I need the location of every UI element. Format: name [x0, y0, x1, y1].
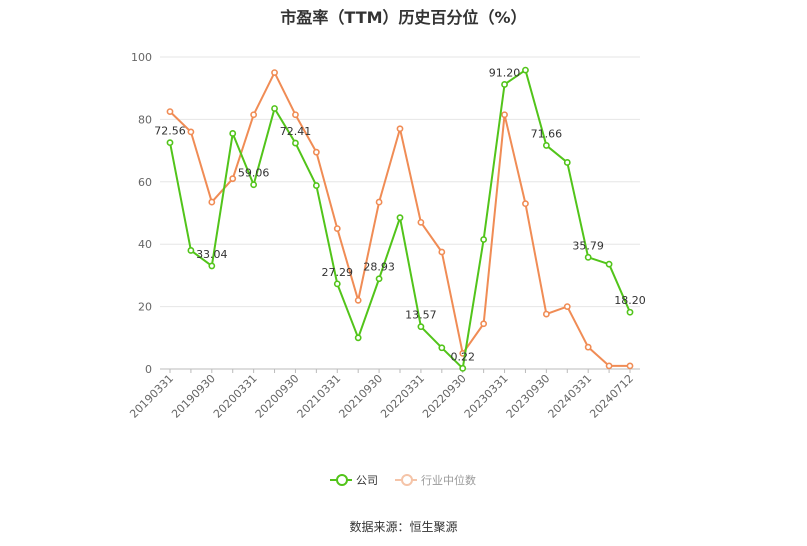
data-point-company — [250, 181, 258, 189]
data-point-company — [501, 81, 508, 88]
data-point-company — [333, 280, 341, 288]
data-point-company — [459, 364, 467, 372]
data-label: 0.22 — [450, 350, 475, 363]
x-tick-label: 20210930 — [336, 372, 385, 421]
data-point-industry-median — [354, 296, 362, 304]
data-point-industry-median — [438, 248, 446, 256]
data-label: 18.20 — [614, 294, 646, 307]
data-point-company — [563, 159, 571, 166]
x-tick-label: 20240712 — [587, 372, 636, 421]
data-label: 91.20 — [489, 66, 521, 79]
data-point-company — [480, 236, 488, 243]
data-point-industry-median — [229, 175, 237, 183]
data-point-company — [396, 214, 404, 222]
legend-label-company: 公司 — [356, 474, 378, 487]
legend-marker-industry-median — [395, 474, 417, 486]
data-point-company — [354, 334, 362, 342]
y-tick-label: 60 — [138, 176, 152, 189]
x-tick-label: 20200331 — [211, 372, 260, 421]
data-point-company — [208, 262, 216, 270]
data-point-industry-median — [563, 303, 571, 310]
data-point-industry-median — [584, 343, 592, 351]
data-label: 71.66 — [531, 127, 563, 140]
data-point-company — [375, 275, 383, 283]
data-point-company — [229, 130, 237, 137]
data-point-company — [312, 182, 320, 189]
data-label: 59.06 — [238, 167, 270, 180]
data-point-industry-median — [417, 218, 425, 226]
data-point-industry-median — [605, 362, 613, 370]
y-tick-label: 100 — [131, 51, 152, 64]
legend-label-industry-median: 行业中位数 — [421, 474, 476, 487]
x-tick-label: 20200930 — [253, 372, 302, 421]
source-note: 数据来源：恒生聚源 — [349, 520, 458, 534]
data-point-company — [166, 139, 174, 147]
data-point-industry-median — [542, 310, 550, 318]
chart-title: 市盈率（TTM）历史百分位（%） — [280, 8, 527, 27]
data-point-industry-median — [333, 225, 341, 232]
data-point-industry-median — [187, 128, 195, 136]
data-label: 72.41 — [280, 125, 312, 138]
y-tick-label: 20 — [138, 301, 152, 314]
axis-layer: 0 20 40 60 80 100 2019033120190930202003312020… — [127, 51, 640, 421]
data-point-industry-median — [208, 198, 216, 206]
data-point-company — [292, 139, 299, 147]
data-point-company — [271, 105, 278, 112]
data-point-industry-median — [501, 111, 508, 119]
grid-layer — [160, 56, 640, 308]
data-label-layer: 72.56 33.04 59.06 72.41 27.29 28.93 13.57 0.22 9… — [154, 66, 646, 363]
data-point-company — [542, 142, 550, 149]
data-point-industry-median — [166, 108, 174, 115]
data-point-industry-median — [271, 69, 278, 76]
x-tick-label: 20190331 — [127, 372, 176, 421]
data-label: 28.93 — [363, 261, 395, 274]
data-label: 35.79 — [572, 239, 604, 252]
x-tick-label: 20220930 — [420, 372, 469, 421]
y-tick-label: 40 — [138, 238, 152, 251]
data-point-company — [417, 323, 425, 331]
data-label: 13.57 — [405, 309, 437, 322]
x-tick-label: 20190930 — [169, 372, 218, 421]
data-point-industry-median — [626, 362, 634, 370]
series-layer — [166, 66, 634, 372]
data-label: 27.29 — [322, 266, 354, 279]
data-point-company — [584, 253, 592, 261]
data-label: 33.04 — [196, 248, 228, 261]
data-point-industry-median — [522, 200, 529, 208]
data-point-industry-median — [250, 111, 258, 119]
data-point-company — [522, 66, 529, 74]
data-point-company — [626, 308, 634, 316]
legend-item-company[interactable]: 公司 — [330, 472, 378, 488]
data-point-industry-median — [480, 320, 488, 328]
data-point-industry-median — [312, 148, 320, 156]
data-point-company — [605, 260, 613, 268]
x-tick-label: 20210331 — [295, 372, 344, 421]
x-tick-label: 20220331 — [378, 372, 427, 421]
y-tick-label: 80 — [138, 113, 152, 126]
legend-item-industry-median[interactable]: 行业中位数 — [395, 472, 476, 488]
data-point-company — [187, 247, 195, 254]
y-tick-label: 0 — [145, 363, 152, 376]
legend-marker-company — [330, 474, 352, 486]
x-tick-label: 20240331 — [546, 372, 595, 421]
legend: 公司 行业中位数 — [0, 472, 807, 490]
data-point-company — [438, 344, 446, 352]
x-tick-label: 20230331 — [462, 372, 511, 421]
data-label: 72.56 — [154, 125, 186, 138]
data-point-industry-median — [396, 125, 404, 133]
data-point-industry-median — [292, 111, 299, 119]
x-tick-label: 20230930 — [504, 372, 553, 421]
data-point-industry-median — [375, 198, 383, 206]
